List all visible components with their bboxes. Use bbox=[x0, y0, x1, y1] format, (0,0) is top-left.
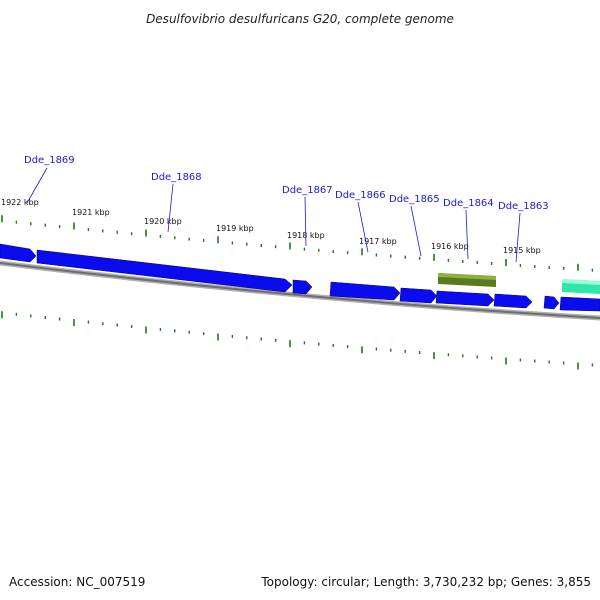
gene-label-dde-1866[interactable]: Dde_1866 bbox=[335, 190, 386, 201]
outer-scale-ticks bbox=[1, 215, 594, 272]
gene-label-dde-1867[interactable]: Dde_1867 bbox=[282, 185, 333, 196]
scale-label: 1917 kbp bbox=[359, 237, 397, 246]
inner-scale-ticks bbox=[1, 311, 594, 370]
gene-arrow[interactable] bbox=[0, 243, 37, 263]
leader-line bbox=[465, 209, 469, 260]
backbone-line bbox=[0, 262, 600, 319]
map-title: Desulfovibrio desulfuricans G20, complet… bbox=[146, 12, 454, 26]
gene-arrow-dde-1867[interactable] bbox=[292, 279, 313, 295]
leader-line bbox=[515, 212, 521, 263]
scale-label: 1920 kbp bbox=[144, 217, 182, 226]
gene-label-dde-1868[interactable]: Dde_1868 bbox=[151, 172, 202, 183]
highlighted-feature-shine bbox=[438, 273, 496, 280]
gene-label-dde-1865[interactable]: Dde_1865 bbox=[389, 194, 440, 205]
scale-label: 1921 kbp bbox=[72, 208, 110, 217]
gene-arrow-dde-1866[interactable] bbox=[329, 281, 401, 301]
gene-label-dde-1869[interactable]: Dde_1869 bbox=[24, 155, 75, 166]
gene-arrow-dde-1863[interactable] bbox=[493, 293, 533, 309]
gene-arrow-dde-1864[interactable] bbox=[435, 290, 495, 307]
teal-feature-shine bbox=[562, 279, 600, 285]
gene-labels: Dde_1869 Dde_1868 Dde_1867 Dde_1866 Dde_… bbox=[24, 155, 549, 263]
gene-arrow-dde-1869[interactable] bbox=[36, 249, 293, 293]
gene-arrow[interactable] bbox=[559, 296, 600, 312]
accession-text: Accession: NC_007519 bbox=[9, 575, 145, 589]
gene-label-dde-1863[interactable]: Dde_1863 bbox=[498, 201, 549, 212]
scale-label: 1915 kbp bbox=[503, 246, 541, 255]
gene-arrow[interactable] bbox=[543, 295, 560, 310]
scale-label: 1922 kbp bbox=[1, 198, 39, 207]
leader-line bbox=[304, 196, 307, 247]
gene-arrow-dde-1865[interactable] bbox=[399, 287, 438, 304]
leader-line bbox=[410, 205, 422, 257]
gene-arrows bbox=[0, 243, 600, 312]
scale-label: 1916 kbp bbox=[431, 242, 469, 251]
leader-line bbox=[167, 183, 174, 233]
leader-line bbox=[26, 167, 48, 204]
leader-line bbox=[357, 201, 369, 253]
topology-summary: Topology: circular; Length: 3,730,232 bp… bbox=[260, 575, 591, 589]
scale-label: 1919 kbp bbox=[216, 224, 254, 233]
gene-label-dde-1864[interactable]: Dde_1864 bbox=[443, 198, 494, 209]
